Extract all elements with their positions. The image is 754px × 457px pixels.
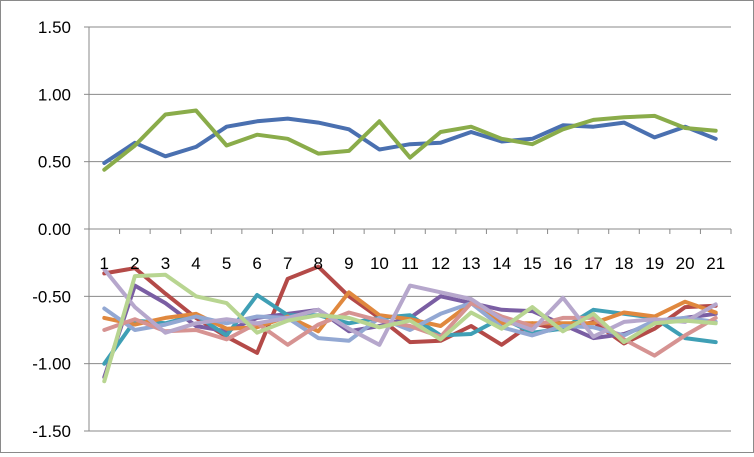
x-tick-label: 17 [584, 254, 603, 273]
x-tick-label: 4 [191, 254, 200, 273]
x-tick-label: 14 [492, 254, 511, 273]
y-tick-label: 0.00 [38, 220, 71, 239]
x-tick-label: 5 [222, 254, 231, 273]
series-line-10 [102, 272, 718, 384]
x-axis: 1 2 3 4 5 6 7 8 9 10 11 12 13 14 15 16 17 18 19 20 21 [88, 228, 732, 273]
y-axis: 1.50 1.00 0.50 0.00 -0.50 -1.00 -1.50 [32, 18, 90, 441]
series-line-1 [102, 116, 718, 165]
series-line-9 [102, 267, 718, 347]
series-line-2 [102, 108, 718, 172]
x-tick-label: 16 [553, 254, 572, 273]
series-group [102, 108, 718, 384]
x-tick-label: 19 [645, 254, 664, 273]
x-tick-label: 10 [370, 254, 389, 273]
x-tick-label: 9 [344, 254, 353, 273]
x-tick-label: 2 [130, 254, 139, 273]
y-tick-label: -1.50 [32, 422, 71, 441]
x-tick-label: 18 [615, 254, 634, 273]
x-tick-label: 3 [161, 254, 170, 273]
x-tick-label: 8 [314, 254, 323, 273]
x-tick-label: 7 [283, 254, 292, 273]
y-tick-label: 1.00 [38, 85, 71, 104]
x-tick-label: 15 [523, 254, 542, 273]
x-tick-label: 11 [401, 254, 419, 273]
x-tick-label: 12 [431, 254, 450, 273]
y-tick-label: 1.50 [38, 18, 71, 37]
y-tick-label: 0.50 [38, 153, 71, 172]
x-tick-label: 6 [252, 254, 261, 273]
y-tick-label: -0.50 [32, 287, 71, 306]
x-tick-label: 21 [706, 254, 725, 273]
x-tick-label: 20 [676, 254, 695, 273]
x-tick-label: 13 [462, 254, 481, 273]
y-tick-label: -1.00 [32, 355, 71, 374]
x-tick-label: 1 [100, 254, 109, 273]
